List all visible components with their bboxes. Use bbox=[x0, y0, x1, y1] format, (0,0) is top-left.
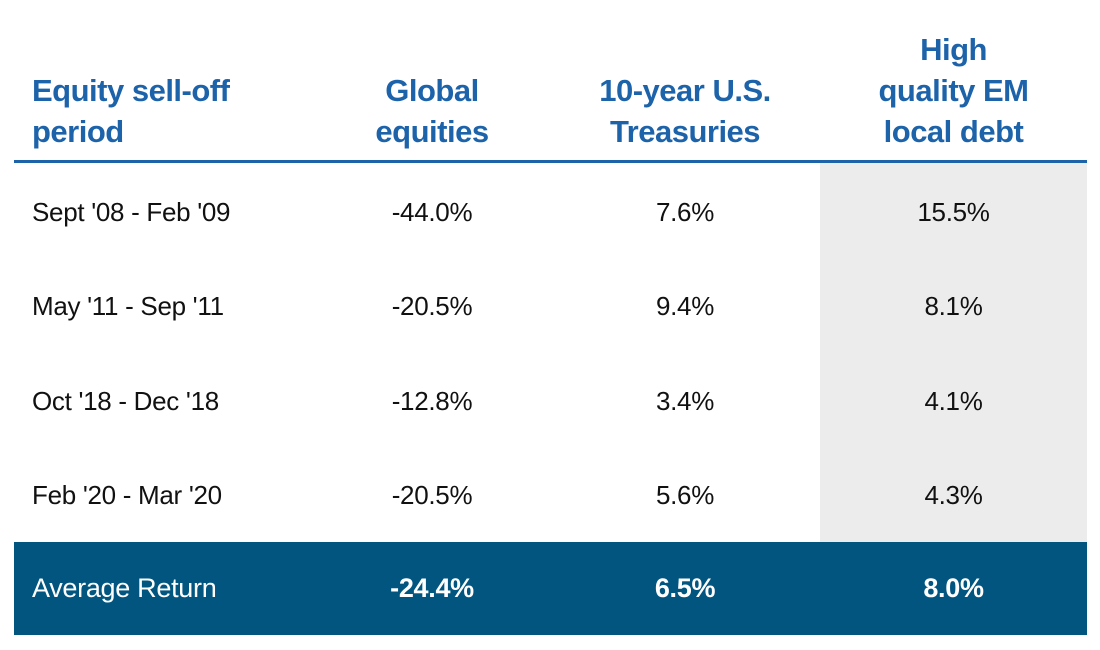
header-line: local debt bbox=[883, 114, 1024, 149]
cell-value: 3.4% bbox=[655, 385, 715, 416]
header-line: Equity sell-off bbox=[32, 73, 230, 108]
footer-band bbox=[14, 542, 1087, 635]
column-header: 10-year U.S. Treasuries bbox=[560, 20, 810, 152]
header-line: Treasuries bbox=[609, 114, 761, 149]
cell-value: 4.3% bbox=[924, 480, 983, 511]
cell-value: 8.1% bbox=[924, 291, 983, 322]
row-label: Oct '18 - Dec '18 bbox=[32, 385, 219, 416]
cell-value: 7.6% bbox=[655, 196, 715, 227]
header-line: equities bbox=[375, 114, 489, 149]
cell-value: -20.5% bbox=[391, 291, 473, 322]
row-label: Sept '08 - Feb '09 bbox=[32, 196, 231, 227]
row-label: May '11 - Sep '11 bbox=[32, 291, 224, 322]
cell-value: 15.5% bbox=[917, 196, 990, 227]
footer-value: 8.0% bbox=[923, 573, 984, 603]
cell-value: 9.4% bbox=[655, 291, 715, 322]
column-header: Equity sell-off period bbox=[32, 20, 332, 152]
header-line: 10-year U.S. bbox=[599, 73, 771, 108]
cell-value: -20.5% bbox=[391, 480, 473, 511]
header-line: period bbox=[32, 114, 124, 149]
column-header: Global equities bbox=[332, 20, 532, 152]
column-header: High quality EM local debt bbox=[820, 20, 1087, 152]
header-rule bbox=[14, 160, 1087, 163]
cell-value: -12.8% bbox=[391, 385, 473, 416]
cell-value: -44.0% bbox=[391, 196, 473, 227]
header-line: High bbox=[920, 32, 987, 67]
row-label: Feb '20 - Mar '20 bbox=[32, 480, 222, 511]
footer-value: -24.4% bbox=[390, 573, 474, 603]
cell-value: 4.1% bbox=[924, 385, 983, 416]
header-line: Global bbox=[385, 73, 479, 108]
cell-value: 5.6% bbox=[655, 480, 715, 511]
header-line: quality EM bbox=[878, 73, 1029, 108]
footer-value: 6.5% bbox=[654, 573, 716, 603]
footer-label: Average Return bbox=[32, 573, 217, 603]
highlight-column bbox=[820, 163, 1087, 542]
